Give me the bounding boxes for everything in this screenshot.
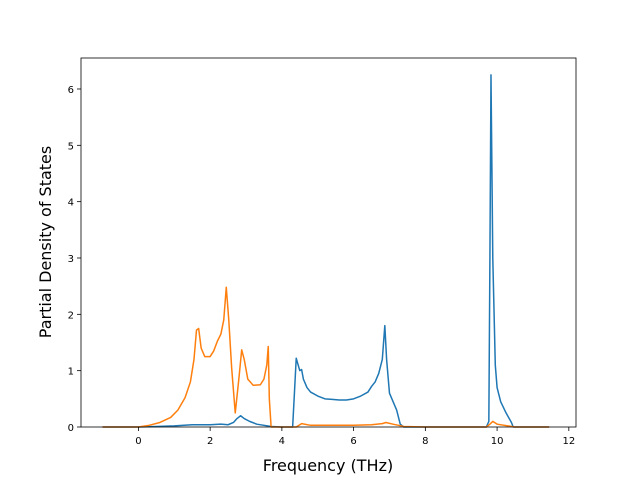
y-tick-label: 0 [68, 423, 74, 434]
y-tick-label: 5 [68, 141, 74, 152]
y-tick-label: 2 [68, 310, 74, 321]
x-tick-label: 4 [279, 436, 285, 447]
plot-frame [80, 57, 577, 428]
y-axis-ticks: 0 1 2 3 4 5 6 [68, 85, 81, 434]
x-tick-label: 12 [562, 436, 575, 447]
x-tick-label: 6 [350, 436, 356, 447]
x-tick-label: 10 [491, 436, 504, 447]
x-tick-label: 0 [135, 436, 141, 447]
series-line-1 [102, 74, 550, 428]
x-axis-label: Frequency (THz) [263, 456, 393, 475]
y-tick-label: 1 [68, 367, 74, 378]
y-tick-label: 4 [68, 198, 74, 209]
x-axis-ticks: 0 2 4 6 8 10 12 [135, 427, 575, 447]
y-tick-label: 3 [68, 254, 74, 265]
x-tick-label: 2 [207, 436, 213, 447]
x-tick-label: 8 [422, 436, 428, 447]
y-tick-label: 6 [68, 85, 74, 96]
y-axis-label: Partial Density of States [36, 146, 55, 338]
